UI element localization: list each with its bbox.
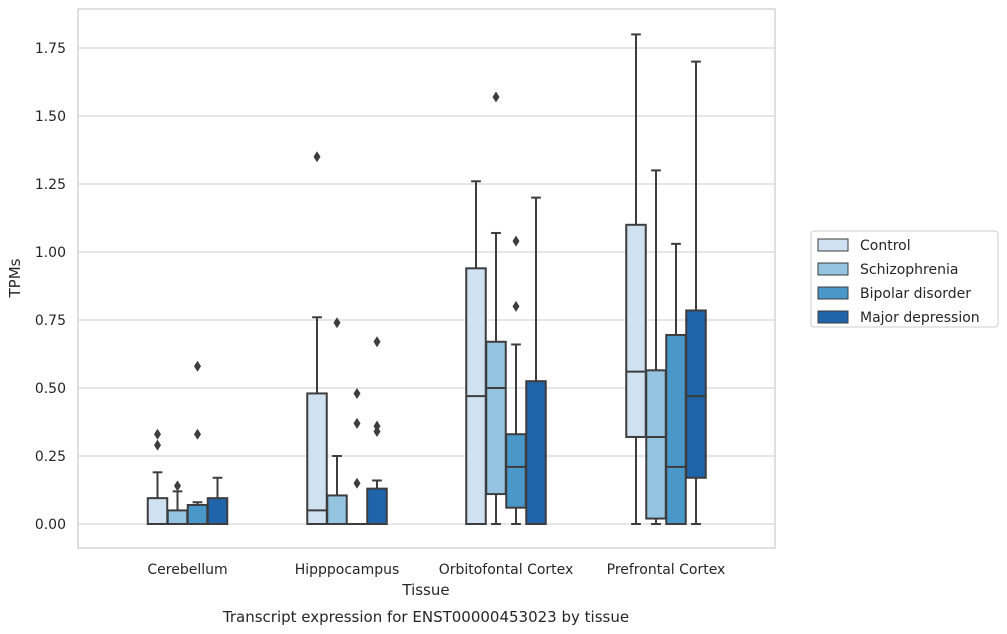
- y-tick-label: 1.75: [35, 41, 66, 57]
- outlier-point: [313, 151, 321, 163]
- box-major-depression: [685, 60, 707, 525]
- outlier-point: [154, 428, 161, 440]
- chart-caption: Transcript expression for ENST0000045302…: [222, 608, 629, 626]
- box-iqr: [206, 497, 229, 526]
- outlier-point: [194, 428, 201, 440]
- legend-swatch: [817, 262, 849, 276]
- x-tick-label: Prefrontal Cortex: [607, 562, 726, 578]
- box-iqr: [625, 223, 647, 438]
- plot-area-frame: [77, 8, 776, 549]
- outlier-point: [333, 317, 341, 329]
- outlier-point: [512, 300, 520, 312]
- x-tick-label: Orbitofontal Cortex: [439, 562, 574, 578]
- y-tick-label: 0.50: [35, 381, 66, 397]
- box-major-depression: [525, 196, 547, 526]
- outlier-point: [353, 417, 361, 429]
- outlier-point: [512, 235, 520, 247]
- outlier-point: [154, 439, 161, 451]
- legend-label: Major depression: [860, 310, 980, 326]
- box-iqr: [146, 497, 169, 526]
- box-control: [625, 33, 647, 525]
- box-schizophrenia: [326, 317, 348, 526]
- box-iqr: [166, 509, 189, 525]
- box-major-depression: [366, 336, 388, 526]
- y-tick-label: 1.50: [35, 109, 66, 125]
- box-iqr: [366, 487, 388, 526]
- box-groups: [146, 33, 707, 526]
- box-schizophrenia: [485, 91, 507, 525]
- y-tick-label: 1.00: [35, 245, 66, 261]
- legend-label: Control: [860, 238, 911, 254]
- legend-label: Bipolar disorder: [860, 286, 971, 302]
- legend: Control Schizophrenia Bipolar disorder Majo…: [810, 230, 999, 328]
- box-iqr: [306, 392, 328, 525]
- y-tick-label: 1.25: [35, 177, 66, 193]
- box-iqr: [505, 433, 527, 509]
- y-tick-label: 0.00: [35, 517, 66, 533]
- box-control: [306, 151, 328, 525]
- outlier-point: [353, 387, 361, 399]
- outlier-point: [373, 336, 381, 348]
- legend-swatch: [817, 238, 849, 252]
- box-iqr: [485, 340, 507, 496]
- box-schizophrenia: [166, 480, 189, 525]
- x-tick-label: Hipppocampus: [295, 562, 400, 578]
- box-iqr: [685, 309, 707, 479]
- legend-swatch: [817, 310, 849, 324]
- outlier-point: [194, 360, 201, 372]
- outlier-point: [373, 420, 381, 432]
- y-tick-label: 0.75: [35, 313, 66, 329]
- legend-swatch: [817, 286, 849, 300]
- outlier-point: [174, 480, 181, 492]
- x-axis-ticks: Cerebellum Hipppocampus Orbitofontal Corte…: [147, 562, 725, 578]
- y-axis-label: TPMs: [6, 258, 24, 298]
- x-tick-label: Cerebellum: [147, 562, 227, 578]
- x-axis-label: Tissue: [401, 581, 449, 599]
- outlier-point: [492, 91, 500, 103]
- legend-frame: [810, 230, 999, 328]
- box-iqr: [326, 494, 348, 526]
- box-major-depression: [206, 476, 229, 526]
- outlier-point: [353, 477, 361, 489]
- box-iqr: [665, 333, 687, 525]
- box-iqr: [645, 369, 667, 520]
- legend-label: Schizophrenia: [860, 262, 958, 278]
- y-axis-ticks: 0.00 0.25 0.50 0.75 1.00 1.25 1.50 1.75: [35, 41, 66, 533]
- box-iqr: [186, 503, 209, 525]
- box-iqr: [525, 380, 547, 526]
- legend-items: Control Schizophrenia Bipolar disorder Majo…: [817, 238, 980, 326]
- y-tick-label: 0.25: [35, 449, 66, 465]
- box-bipolar-disorder: [665, 242, 687, 525]
